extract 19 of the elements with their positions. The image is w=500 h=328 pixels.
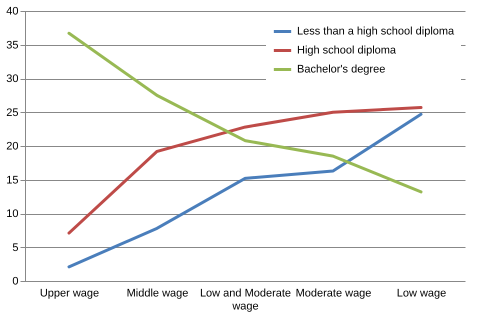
y-tick-label: 40 xyxy=(6,6,18,18)
y-tick-label: 0 xyxy=(12,276,18,288)
legend-label: High school diploma xyxy=(297,44,397,56)
x-tick-label: Low and Moderate wage xyxy=(200,288,292,312)
y-tick-label: 15 xyxy=(6,174,18,186)
line-series xyxy=(68,106,422,235)
x-tick-label: Middle wage xyxy=(126,288,188,300)
line-series xyxy=(68,112,422,268)
y-tick-label: 20 xyxy=(6,140,18,152)
y-tick-label: 25 xyxy=(6,106,18,119)
legend-label: Less than a high school diploma xyxy=(297,26,456,38)
legend-label: Bachelor's degree xyxy=(297,64,386,76)
x-tick-label: Moderate wage xyxy=(296,288,372,300)
x-tick-label: Low wage xyxy=(396,288,446,300)
y-tick-label: 5 xyxy=(12,242,18,254)
x-tick-label: Upper wage xyxy=(40,288,100,300)
y-tick-label: 35 xyxy=(6,39,18,52)
y-tick-label: 30 xyxy=(6,73,18,85)
y-tick-label: 10 xyxy=(6,208,18,220)
